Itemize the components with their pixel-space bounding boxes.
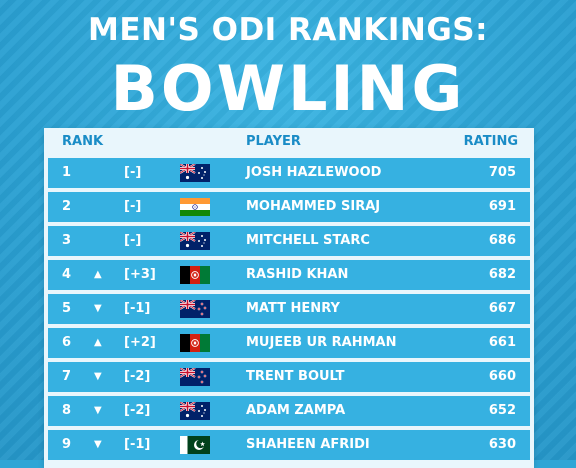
page-title: BOWLING xyxy=(110,52,466,125)
rank-value: 5 xyxy=(62,301,72,316)
movement-arrow-icon: ▲ xyxy=(94,337,102,348)
player-name: ADAM ZAMPA xyxy=(246,403,346,418)
rating-value: 682 xyxy=(488,267,516,282)
column-header-player: PLAYER xyxy=(246,134,301,149)
player-name: MUJEEB UR RAHMAN xyxy=(246,335,397,350)
rank-value: 6 xyxy=(62,335,72,350)
australia-flag-icon xyxy=(180,402,210,420)
rank-value: 3 xyxy=(62,233,72,248)
table-row: 7 ▼ [-2] TRENT BOULT 660 xyxy=(48,362,530,392)
rating-value: 705 xyxy=(488,165,516,180)
table-row: 9 ▼ [-1] SHAHEEN AFRIDI 630 xyxy=(48,430,530,460)
rank-value: 7 xyxy=(62,369,72,384)
rating-value: 667 xyxy=(488,301,516,316)
movement-value: [-2] xyxy=(124,369,151,384)
rating-value: 661 xyxy=(488,335,516,350)
new-zealand-flag-icon xyxy=(180,368,210,386)
rank-value: 8 xyxy=(62,403,72,418)
rating-value: 652 xyxy=(488,403,516,418)
rank-value: 4 xyxy=(62,267,72,282)
table-row: 4 ▲ [+3] RASHID KHAN 682 xyxy=(48,260,530,290)
australia-flag-icon xyxy=(180,164,210,182)
movement-value: [-] xyxy=(124,199,142,214)
pakistan-flag-icon xyxy=(180,436,210,454)
movement-value: [-1] xyxy=(124,301,151,316)
player-name: MOHAMMED SIRAJ xyxy=(246,199,381,214)
rating-value: 630 xyxy=(488,437,516,452)
rank-value: 2 xyxy=(62,199,72,214)
table-row: 5 ▼ [-1] MATT HENRY 667 xyxy=(48,294,530,324)
movement-value: [-] xyxy=(124,165,142,180)
movement-value: [+2] xyxy=(124,335,156,350)
rankings-table: RANK PLAYER RATING 1 [-] JOSH HAZLEWOOD 705… xyxy=(44,128,534,468)
player-name: RASHID KHAN xyxy=(246,267,349,282)
rating-value: 660 xyxy=(488,369,516,384)
new-zealand-flag-icon xyxy=(180,300,210,318)
rating-value: 691 xyxy=(488,199,516,214)
india-flag-icon xyxy=(180,198,210,216)
player-name: JOSH HAZLEWOOD xyxy=(246,165,382,180)
movement-arrow-icon: ▼ xyxy=(94,303,102,314)
rank-value: 1 xyxy=(62,165,72,180)
table-row: 8 ▼ [-2] ADAM ZAMPA 652 xyxy=(48,396,530,426)
movement-value: [-1] xyxy=(124,437,151,452)
movement-arrow-icon: ▼ xyxy=(94,439,102,450)
column-header-rank: RANK xyxy=(62,134,104,149)
table-row: 3 [-] MITCHELL STARC 686 xyxy=(48,226,530,256)
movement-value: [+3] xyxy=(124,267,156,282)
movement-value: [-] xyxy=(124,233,142,248)
movement-arrow-icon: ▲ xyxy=(94,269,102,280)
movement-value: [-2] xyxy=(124,403,151,418)
player-name: SHAHEEN AFRIDI xyxy=(246,437,370,452)
table-row: 1 [-] JOSH HAZLEWOOD 705 xyxy=(48,158,530,188)
player-name: MITCHELL STARC xyxy=(246,233,370,248)
afghanistan-flag-icon xyxy=(180,334,210,352)
table-body: 1 [-] JOSH HAZLEWOOD 705 2 [-] MOHAMMED SIRAJ 6… xyxy=(48,158,530,464)
movement-arrow-icon: ▼ xyxy=(94,371,102,382)
column-header-rating: RATING xyxy=(463,134,518,149)
afghanistan-flag-icon xyxy=(180,266,210,284)
table-row: 6 ▲ [+2] MUJEEB UR RAHMAN 661 xyxy=(48,328,530,358)
movement-arrow-icon: ▼ xyxy=(94,405,102,416)
rating-value: 686 xyxy=(488,233,516,248)
australia-flag-icon xyxy=(180,232,210,250)
page-subtitle: MEN'S ODI RANKINGS: xyxy=(88,12,488,48)
table-header: RANK PLAYER RATING xyxy=(44,128,534,156)
player-name: TRENT BOULT xyxy=(246,369,345,384)
player-name: MATT HENRY xyxy=(246,301,340,316)
table-row: 2 [-] MOHAMMED SIRAJ 691 xyxy=(48,192,530,222)
rank-value: 9 xyxy=(62,437,72,452)
